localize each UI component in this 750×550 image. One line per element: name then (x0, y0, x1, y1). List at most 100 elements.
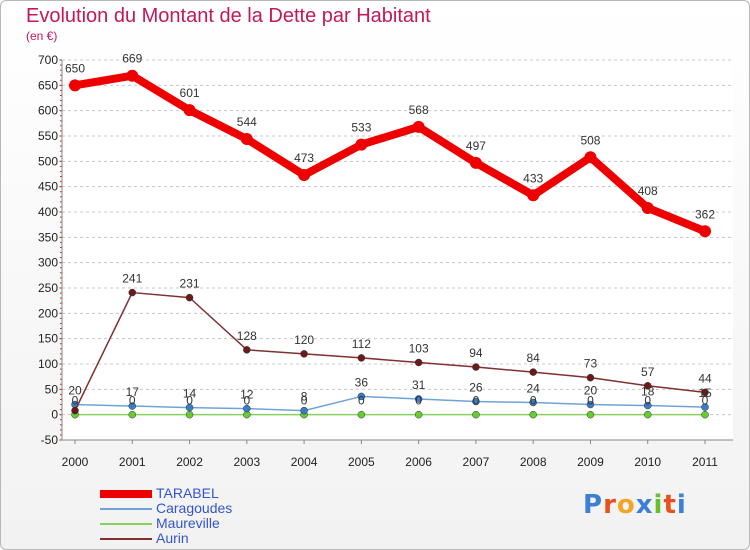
y-minor-tick (60, 257, 62, 259)
x-tick-label: 2006 (405, 455, 432, 469)
y-minor-tick (60, 59, 62, 61)
legend-label: Maureville (156, 515, 220, 531)
series-line-tarabel (74, 71, 707, 235)
y-minor-tick (60, 94, 62, 96)
y-tick-label: -50 (41, 433, 59, 447)
data-point (300, 406, 308, 415)
data-point (128, 402, 137, 410)
y-minor-tick (60, 439, 62, 441)
y-minor-tick (60, 216, 62, 218)
y-minor-tick (60, 246, 62, 248)
y-tick-label: 350 (38, 230, 58, 244)
data-label: 669 (122, 52, 142, 66)
y-minor-tick (60, 241, 62, 243)
logo-letter: i (676, 490, 687, 520)
y-minor-tick (60, 160, 62, 162)
data-label: 508 (580, 133, 600, 147)
data-point (529, 410, 537, 419)
y-minor-tick (60, 333, 62, 335)
data-point (357, 410, 366, 419)
data-point (643, 410, 652, 419)
y-minor-tick (60, 140, 62, 142)
data-label: 408 (638, 184, 658, 198)
legend-swatch (100, 490, 152, 498)
y-minor-tick (60, 267, 62, 269)
data-point (527, 189, 540, 202)
y-minor-tick (60, 150, 62, 152)
y-minor-tick (60, 282, 62, 284)
y-minor-tick (60, 434, 62, 436)
data-point (240, 133, 253, 146)
data-label: 57 (641, 365, 655, 379)
y-minor-tick (60, 424, 62, 426)
y-minor-tick (60, 358, 62, 360)
y-tick-label: 0 (51, 408, 58, 422)
data-point (586, 410, 595, 419)
data-label: 0 (415, 394, 422, 408)
data-point (71, 406, 79, 415)
x-tick-label: 2003 (233, 455, 260, 469)
data-label: 94 (469, 346, 483, 360)
y-minor-tick (60, 363, 62, 365)
y-minor-tick (60, 176, 62, 178)
y-minor-tick (60, 307, 62, 309)
y-minor-tick (60, 312, 62, 314)
data-label: 15 (698, 386, 712, 400)
data-point (128, 288, 137, 297)
data-point (414, 395, 423, 403)
y-minor-tick (60, 383, 62, 385)
y-minor-tick (60, 236, 62, 238)
y-minor-tick (60, 409, 62, 411)
data-label: 36 (355, 375, 369, 389)
x-tick-label: 2010 (634, 455, 661, 469)
x-tick-label: 2004 (291, 455, 318, 469)
y-minor-tick (60, 302, 62, 304)
data-point (185, 293, 194, 302)
data-label: 73 (584, 357, 598, 371)
data-point (529, 398, 537, 407)
y-minor-tick (60, 145, 62, 147)
data-label: 17 (126, 385, 140, 399)
data-point (469, 156, 482, 169)
legend-item: Maureville (100, 515, 300, 532)
y-minor-tick (60, 155, 62, 157)
data-label: 84 (527, 351, 541, 365)
y-minor-tick (60, 79, 62, 81)
data-label: 0 (129, 394, 136, 408)
data-label: 20 (584, 384, 598, 398)
y-minor-tick (60, 328, 62, 330)
data-label: 0 (186, 394, 193, 408)
y-minor-tick (60, 272, 62, 274)
data-label: 112 (352, 337, 371, 351)
y-minor-tick (60, 84, 62, 86)
data-point (472, 397, 480, 406)
data-label: 362 (695, 207, 715, 221)
y-minor-tick (60, 388, 62, 390)
legend-label: Aurin (156, 530, 189, 546)
y-minor-tick (60, 343, 62, 345)
data-label: 18 (641, 385, 655, 399)
data-point (357, 354, 366, 362)
data-label: 24 (527, 382, 541, 396)
y-tick-label: 600 (38, 104, 58, 118)
data-point (298, 169, 311, 182)
proxiti-logo: Proxiti (583, 490, 687, 520)
y-minor-tick (60, 393, 62, 395)
data-label: 31 (412, 378, 426, 392)
y-minor-tick (60, 287, 62, 289)
legend-swatch (100, 523, 152, 525)
data-point (414, 358, 423, 367)
y-minor-tick (60, 404, 62, 406)
legend-swatch (100, 508, 152, 510)
data-point (472, 363, 480, 371)
y-minor-tick (60, 115, 62, 117)
y-tick-label: 650 (38, 78, 58, 92)
y-minor-tick (60, 322, 62, 324)
x-tick-label: 2011 (692, 455, 718, 469)
y-minor-tick (60, 186, 62, 188)
legend-item: TARABEL (100, 485, 300, 502)
data-label: 650 (65, 61, 85, 75)
data-label: 241 (122, 272, 142, 286)
y-minor-tick (60, 262, 62, 264)
